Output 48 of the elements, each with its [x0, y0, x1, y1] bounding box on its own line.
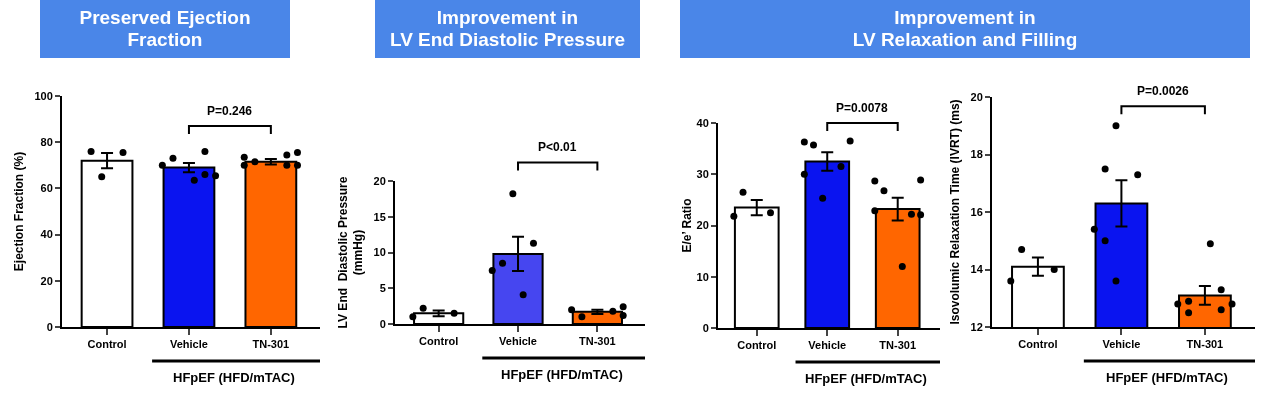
y-tick-label: 10: [696, 270, 709, 283]
y-tick-label: 20: [373, 174, 386, 187]
y-tick-label: 18: [970, 148, 983, 161]
text: P=0.0078: [836, 101, 889, 115]
text: HFpEF (HFD/mTAC): [805, 371, 927, 386]
annotation: P=0.246: [207, 104, 253, 118]
y-axis-title: E/e’ Ratio: [680, 198, 694, 253]
text: HFpEF (HFD/mTAC): [501, 367, 623, 382]
y-tick-label: 0: [702, 321, 709, 334]
chart-title: Preserved Ejection Fraction: [40, 0, 290, 58]
y-tick-label: 30: [696, 168, 709, 181]
annotation: P=0.0026: [1137, 84, 1190, 98]
y-tick-label: 16: [970, 205, 983, 218]
y-tick-label: 80: [40, 136, 53, 149]
x-tick-label: TN-301: [579, 335, 616, 348]
x-tick-label: TN-301: [252, 338, 290, 351]
x-tick-label: Control: [1018, 338, 1058, 351]
y-axis-title: Ejection Fraction (%): [12, 151, 27, 272]
y-tick-label: 14: [970, 263, 984, 276]
x-tick-label: Vehicle: [1102, 338, 1141, 351]
y-tick-label: 40: [40, 228, 53, 241]
x-tick-label: Vehicle: [169, 338, 208, 351]
y-tick-label: 5: [379, 282, 386, 295]
y-tick-label: 12: [970, 320, 983, 333]
text: P<0.01: [538, 140, 577, 154]
x-tick-label: Vehicle: [499, 335, 537, 348]
x-tick-label: Control: [87, 338, 127, 351]
y-tick-label: 20: [970, 90, 983, 103]
y-tick-label: 0: [46, 320, 53, 333]
y-tick-label: 20: [40, 274, 53, 287]
y-tick-label: 20: [696, 219, 709, 232]
y-tick-label: 10: [373, 246, 386, 259]
x-tick-label: Vehicle: [808, 339, 847, 352]
y-tick-label: 60: [40, 182, 53, 195]
x-tick-label: Control: [737, 339, 777, 352]
text: HFpEF (HFD/mTAC): [173, 370, 295, 385]
y-axis-title: Isovolumic Relaxation Time (IVRT) (ms): [948, 99, 963, 325]
y-tick-label: 40: [696, 116, 709, 129]
y-tick-label: 100: [34, 89, 53, 102]
y-tick-label: 15: [373, 210, 386, 223]
chart-title: Improvement in LV Relaxation and Filling: [680, 0, 1250, 58]
x-tick-label: Control: [419, 335, 459, 348]
y-tick-label: 0: [379, 317, 386, 330]
y-axis-title: LV End Diastolic Pressure (mmHg): [335, 176, 366, 329]
chart-title: Improvement in LV End Diastolic Pressure: [375, 0, 640, 58]
text: HFpEF (HFD/mTAC): [1106, 370, 1228, 385]
x-tick-label: TN-301: [1186, 338, 1224, 351]
x-tick-label: TN-301: [879, 339, 917, 352]
